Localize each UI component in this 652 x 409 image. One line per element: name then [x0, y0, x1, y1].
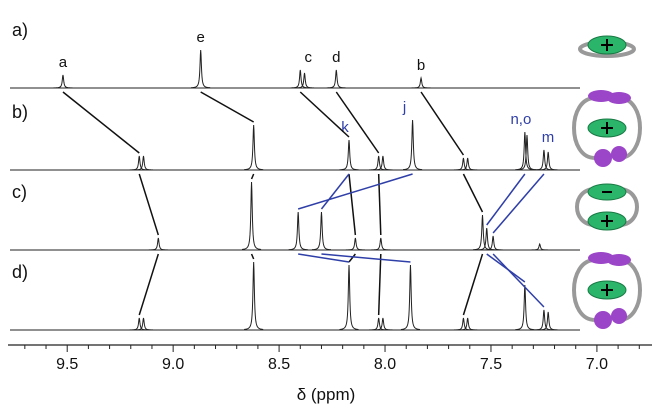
peak	[241, 181, 262, 250]
icon-a	[578, 35, 636, 58]
peak	[369, 155, 389, 171]
peak	[311, 211, 332, 251]
correlation-line	[138, 173, 160, 236]
peak	[458, 317, 478, 331]
peak-label: d	[332, 49, 340, 66]
peak	[402, 119, 423, 171]
peak	[453, 157, 473, 171]
peak	[373, 317, 393, 331]
icons	[572, 35, 642, 329]
peak	[534, 149, 554, 171]
peak	[477, 227, 497, 251]
peak	[191, 49, 211, 89]
correlation-line	[420, 91, 465, 156]
correlation-line	[62, 91, 140, 154]
peak-label: j	[402, 99, 406, 116]
series-label: b)	[12, 102, 28, 122]
peak	[453, 317, 473, 331]
correlation-line	[250, 173, 255, 180]
peak	[534, 309, 554, 331]
x-tick-label: 9.5	[56, 356, 78, 373]
peak	[244, 124, 264, 171]
correlation-line	[486, 173, 526, 226]
peak	[326, 69, 346, 89]
peak	[339, 264, 359, 330]
peak	[530, 242, 550, 251]
peak-label: m	[542, 129, 555, 146]
peak-label: b	[417, 57, 425, 74]
peak	[373, 155, 393, 171]
peak	[345, 237, 365, 251]
peak	[133, 317, 154, 331]
icon-b	[572, 90, 642, 167]
peak	[133, 155, 154, 171]
peak	[148, 237, 168, 251]
peak	[517, 134, 537, 171]
peak-label: n,o	[510, 111, 531, 128]
series-label: d)	[12, 262, 28, 282]
icon-d	[572, 252, 642, 329]
correlation-line	[492, 253, 545, 308]
x-axis-title: δ (ppm)	[297, 385, 356, 404]
correlation-line	[138, 253, 160, 316]
peak	[294, 72, 315, 89]
correlation-line	[335, 91, 380, 154]
x-tick-label: 9.0	[162, 356, 184, 373]
correlation-line	[348, 173, 357, 236]
peak	[483, 235, 503, 251]
peak-label: e	[197, 29, 205, 46]
peak	[129, 317, 149, 331]
correlation-line	[462, 173, 484, 213]
peak	[411, 76, 431, 89]
peak	[371, 237, 391, 251]
correlation-line	[348, 253, 356, 263]
peak	[472, 214, 493, 251]
peak	[458, 157, 478, 171]
peak	[53, 74, 73, 89]
x-tick-label: 7.5	[480, 356, 502, 373]
peak-label: c	[305, 49, 313, 66]
series-label: a)	[12, 20, 28, 40]
correlation-line	[297, 173, 413, 210]
peak	[290, 69, 310, 89]
peak	[244, 261, 264, 330]
correlation-line	[462, 253, 484, 316]
peak	[339, 139, 359, 171]
peak-label: k	[341, 119, 349, 136]
x-tick-label: 7.0	[586, 356, 608, 373]
correlation-line	[377, 253, 382, 316]
icon-c	[575, 183, 639, 231]
correlation-line	[250, 253, 255, 260]
correlation-line	[200, 91, 255, 123]
peak	[538, 151, 558, 171]
peak	[515, 284, 535, 331]
peak	[400, 264, 421, 330]
peak-label: a	[59, 54, 68, 71]
correlation-line	[298, 253, 350, 263]
x-tick-label: 8.5	[268, 356, 290, 373]
series-label: c)	[12, 182, 27, 202]
peak	[538, 311, 558, 331]
x-tick-label: 8.0	[374, 356, 396, 373]
peak	[129, 155, 149, 171]
correlation-line	[492, 173, 545, 234]
peak	[369, 317, 389, 331]
correlation-line	[321, 253, 411, 263]
peak	[288, 211, 308, 251]
correlation-line	[299, 91, 350, 138]
correlation-line	[320, 173, 350, 210]
